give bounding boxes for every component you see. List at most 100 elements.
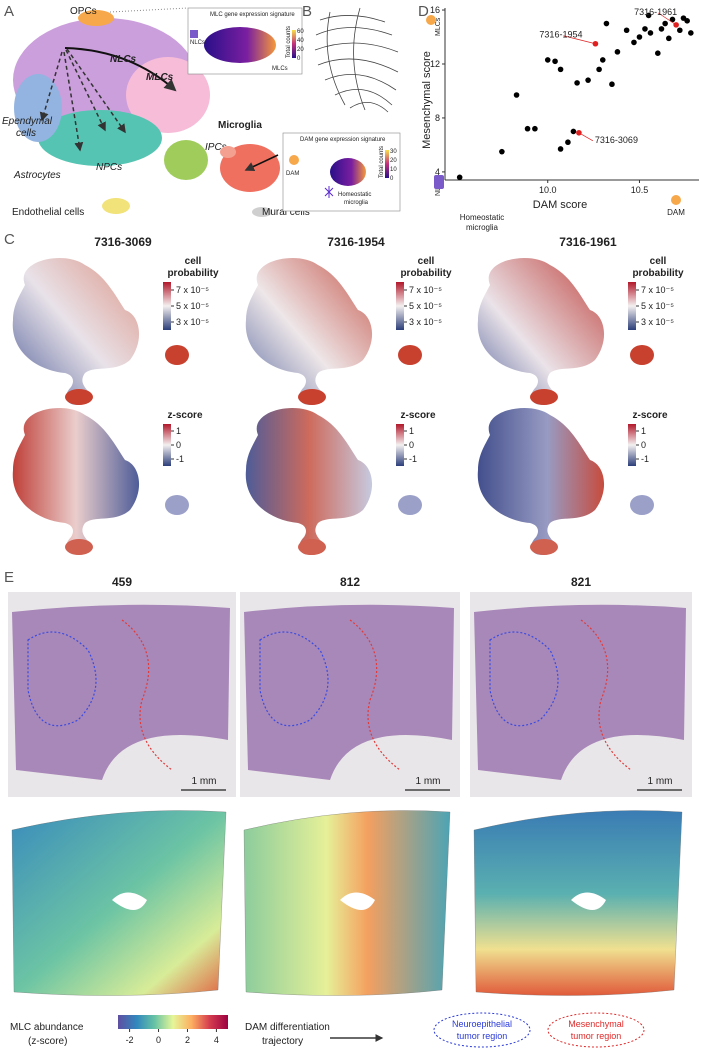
label: MLCs [146, 72, 174, 83]
sample-title: 7316-1954 [327, 235, 385, 249]
label: OPCs [70, 6, 97, 17]
legend-title: probability [167, 268, 219, 279]
umap [245, 257, 422, 405]
region-outline [580, 619, 632, 771]
label: Neuroepithelial [452, 1019, 512, 1029]
y-tick-label: 4 [435, 167, 440, 177]
y-tick-label: 12 [430, 59, 440, 69]
colorbar-label: 1 [641, 426, 646, 436]
colorbar-label: 3 x 10⁻⁵ [409, 317, 442, 327]
point [647, 30, 654, 36]
point [599, 57, 606, 63]
corner-label: MLCs [435, 17, 442, 36]
spot-gap [112, 892, 147, 910]
point [688, 30, 694, 36]
colorbar-label: 2 [185, 1035, 190, 1045]
scatter-chart: 10.0 10.5 4 8 12 16 DAM score Mesenchymal score… [421, 5, 699, 232]
umap-a [13, 10, 272, 217]
label: tumor region [571, 1031, 622, 1041]
colorbar-label: 7 x 10⁻⁵ [409, 285, 442, 295]
legend-tick: 0 [390, 176, 394, 182]
panel-label: D [418, 3, 429, 20]
point [658, 26, 665, 32]
panel-label: E [4, 569, 14, 586]
colorbar [118, 1015, 228, 1029]
umap-cells [530, 389, 558, 405]
colorbar-label: 1 [409, 426, 414, 436]
panel-label: A [4, 3, 14, 20]
point [456, 174, 463, 181]
umap-cells [165, 495, 189, 515]
corner-label: microglia [466, 223, 499, 232]
point [552, 58, 558, 65]
icon [671, 195, 681, 205]
region-outline [121, 619, 173, 771]
highlight-point [576, 129, 582, 136]
umap-cells [630, 495, 654, 515]
region-outline [489, 631, 559, 727]
y-tick-label: 8 [435, 113, 440, 123]
point [596, 66, 602, 73]
umap-cells [298, 389, 326, 405]
umap-cells [165, 345, 189, 365]
sample-title: 812 [340, 575, 360, 589]
colorbar [396, 282, 404, 330]
annotation: 7316-3069 [595, 135, 638, 145]
label: NLCs [110, 54, 137, 65]
label: DAM differentiation [245, 1022, 330, 1033]
umap-cells [65, 539, 93, 555]
legend-title: probability [400, 268, 452, 279]
colorbar [163, 424, 171, 466]
point [513, 92, 520, 98]
legend-title: z-score [400, 410, 435, 421]
scale-label: 1 mm [192, 776, 217, 787]
inset-a [109, 7, 303, 75]
colorbar-label: 0 [176, 440, 181, 450]
colorbar-label: 1 [176, 426, 181, 436]
point [666, 35, 672, 42]
colorbar-label: 4 [214, 1035, 219, 1045]
panel-label: C [4, 231, 15, 248]
umap [477, 407, 654, 555]
sample-title: 7316-3069 [94, 235, 152, 249]
label: DAM [286, 171, 299, 177]
colorbar-label: -1 [641, 454, 649, 464]
region-outline [259, 631, 329, 727]
region-key [433, 1012, 531, 1048]
colorbar-label: 5 x 10⁻⁵ [409, 301, 442, 311]
legend-title: cell [185, 256, 202, 267]
colorbar-label: 3 x 10⁻⁵ [176, 317, 209, 327]
label: NLCs [190, 40, 205, 46]
umap-cells [12, 257, 140, 405]
scale-label: 1 mm [416, 776, 441, 787]
point [645, 12, 652, 19]
legend-tick: 0 [297, 56, 301, 62]
point [603, 20, 610, 27]
point [524, 125, 531, 132]
label: trajectory [262, 1036, 303, 1047]
label: IPCs [205, 142, 227, 153]
y-tick-label: 16 [430, 5, 440, 15]
colorbar-label: 5 x 10⁻⁵ [176, 301, 209, 311]
x-axis-label: DAM score [533, 199, 587, 211]
legend-title: probability [632, 268, 684, 279]
label: Astrocytes [13, 170, 61, 181]
point [623, 27, 630, 34]
umap [12, 407, 189, 555]
point [655, 50, 661, 56]
umap [477, 257, 654, 405]
icon [426, 15, 436, 25]
region-outline [27, 631, 97, 727]
label: Microglia [218, 120, 262, 131]
label: Mural cells [262, 207, 310, 218]
point [499, 148, 505, 155]
x-tick-label: 10.5 [631, 185, 649, 195]
legend-title: cell [650, 256, 667, 267]
region-outline [349, 619, 401, 771]
colorbar-label: 0 [641, 440, 646, 450]
colorbar [163, 282, 171, 330]
point [662, 20, 668, 27]
highlight-point [592, 40, 599, 47]
colorbar-label: 7 x 10⁻⁵ [176, 285, 209, 295]
point [614, 49, 621, 55]
